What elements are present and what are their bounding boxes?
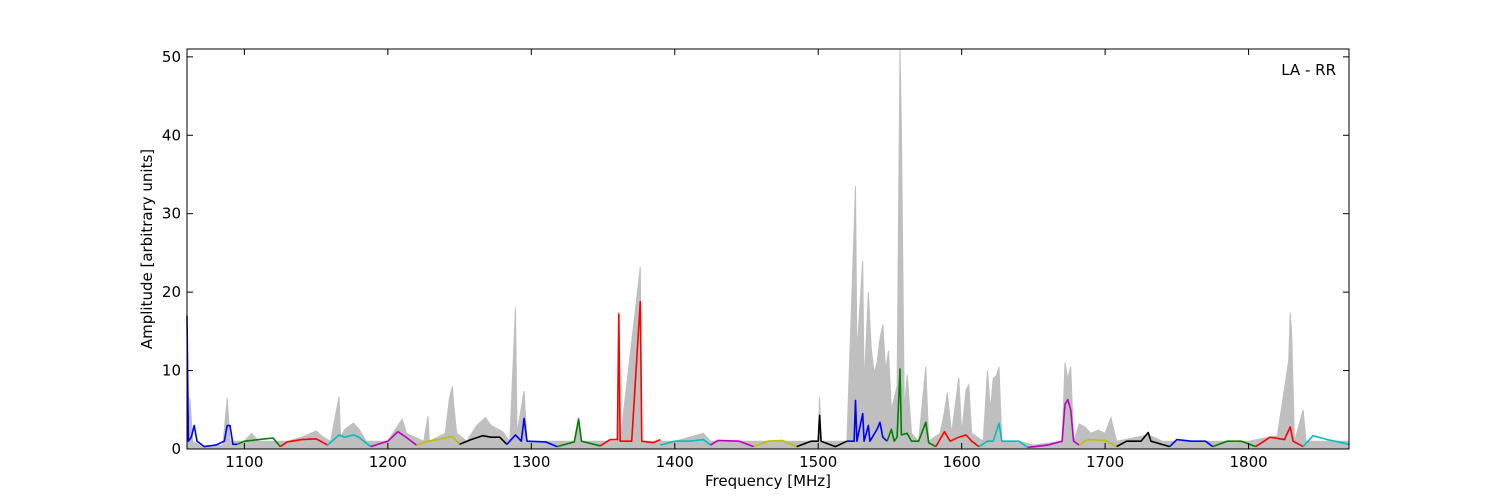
series-line-19 (1027, 398, 1080, 449)
series-line-4 (327, 434, 372, 448)
series-layer (186, 300, 1350, 449)
series-line-5 (370, 430, 417, 448)
y-tick-label: 50 (162, 48, 181, 66)
x-tick-label: 1400 (656, 453, 694, 471)
series-line-1 (186, 315, 238, 448)
y-tick-label: 30 (162, 205, 181, 223)
x-ticks: 1100 1200 1300 1400 1500 1600 1700 1800 (225, 49, 1268, 471)
series-line-8 (506, 417, 558, 448)
x-tick-label: 1600 (943, 453, 981, 471)
series-line-22 (1169, 438, 1214, 448)
series-line-16 (886, 368, 937, 448)
series-line-7 (459, 434, 508, 446)
series-line-21 (1116, 431, 1170, 448)
x-axis-title: Frequency [MHz] (705, 472, 831, 490)
series-line-10 (599, 300, 661, 447)
x-tick-label: 1300 (512, 453, 550, 471)
x-tick-label: 1200 (369, 453, 407, 471)
x-tick-label: 1700 (1086, 453, 1124, 471)
background-series-layer (186, 48, 1350, 450)
y-tick-label: 0 (171, 440, 181, 458)
series-line-15 (846, 399, 888, 443)
x-tick-label: 1100 (225, 453, 263, 471)
plot-background (187, 49, 1349, 449)
series-line-11 (660, 438, 712, 446)
x-tick-label: 1800 (1229, 453, 1267, 471)
series-line-17 (935, 430, 980, 448)
series-line-2 (236, 437, 281, 448)
series-line-13 (753, 439, 798, 448)
series-line-25 (1302, 434, 1350, 448)
series-line-6 (416, 435, 461, 446)
background-series-area (186, 48, 1350, 450)
series-line-24 (1255, 426, 1304, 448)
y-tick-label: 20 (162, 283, 181, 301)
y-ticks: 0 10 20 30 40 50 (162, 48, 1349, 458)
series-line-3 (279, 437, 328, 448)
series-line-9 (556, 418, 601, 448)
y-tick-label: 40 (162, 126, 181, 144)
series-line-12 (710, 439, 754, 448)
y-axis-title: Amplitude [arbitrary units] (138, 149, 156, 349)
x-tick-label: 1500 (799, 453, 837, 471)
series-line-18 (978, 422, 1029, 449)
plot-frame (186, 48, 1350, 450)
y-tick-label: 10 (162, 362, 181, 380)
annotation-label: LA - RR (1281, 61, 1336, 79)
series-line-14 (796, 414, 848, 448)
series-line-20 (1078, 438, 1117, 448)
